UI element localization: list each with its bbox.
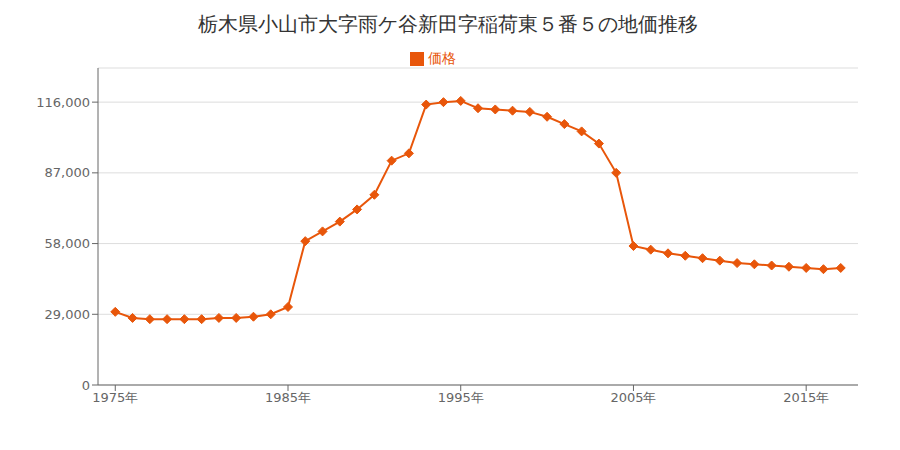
svg-text:0: 0	[82, 378, 90, 393]
svg-text:58,000: 58,000	[45, 236, 91, 251]
svg-text:2005年: 2005年	[610, 390, 656, 405]
svg-text:2015年: 2015年	[783, 390, 829, 405]
html-text:価格: 価格	[428, 50, 456, 66]
svg-text:29,000: 29,000	[45, 307, 91, 322]
svg-text:1995年: 1995年	[438, 390, 484, 405]
svg-text:1975年: 1975年	[92, 390, 138, 405]
svg-text:1985年: 1985年	[265, 390, 311, 405]
html-text:栃木県小山市大字雨ケ谷新田字稲荷東５番５の地価推移: 栃木県小山市大字雨ケ谷新田字稲荷東５番５の地価推移	[198, 12, 698, 36]
svg-text:87,000: 87,000	[45, 165, 91, 180]
svg-text:116,000: 116,000	[36, 95, 90, 110]
